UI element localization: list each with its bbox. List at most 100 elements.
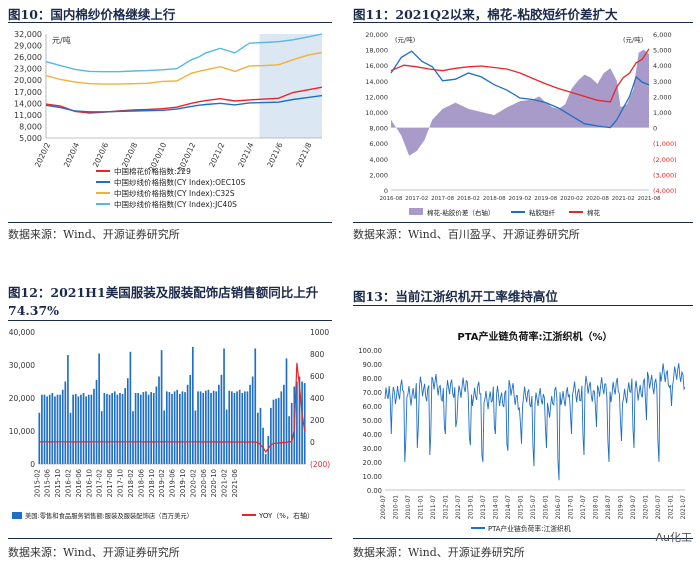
fig12-bar (277, 398, 280, 464)
fig12-bar (194, 410, 197, 464)
fig12-bar (259, 407, 262, 464)
fig12-bar (64, 381, 67, 464)
fig13-title-rule (353, 305, 693, 306)
fig11-xtick-label: 2020-08 (586, 196, 609, 202)
fig12-legend-label-bars: 美国:零售和食品服务销售额:服装及服装配饰店（百万美元） (25, 511, 193, 520)
fig12-bar (93, 388, 95, 464)
fig13-xtick-label: 2015-07 (531, 495, 537, 520)
fig13-xtick-label: 2014-01 (494, 495, 500, 520)
fig12-bar (231, 391, 233, 464)
fig12-bar (87, 394, 90, 464)
fig11-title: 图11：2021Q2以来，棉花-粘胶短纤价差扩大 (353, 7, 618, 22)
fig11-ytick-left: 14,000 (365, 78, 388, 86)
fig12-bar (46, 396, 48, 464)
fig12-bar (181, 391, 184, 464)
fig12-xtick-label: 2019-10 (179, 469, 187, 497)
fig12-bar (80, 394, 82, 464)
fig12-bottom-rule (8, 538, 332, 539)
fig12-bar (111, 393, 113, 464)
fig13-xtick-label: 2015-01 (519, 495, 525, 520)
fig12-ytick-right: 200 (310, 416, 325, 425)
fig10-ytick-label: 11,000 (14, 111, 42, 120)
fig12-bar (290, 402, 293, 464)
fig12-bar (298, 376, 301, 464)
fig12-ytick-right: 400 (310, 394, 325, 403)
fig11-bottom-rule (353, 222, 693, 223)
fig12-ytick-right: (200) (310, 460, 330, 469)
fig12-bar (72, 394, 74, 464)
fig11-ytick-right: (3,000) (653, 171, 677, 179)
fig12-bar (163, 410, 166, 464)
fig12-ytick-left: 10,000 (9, 427, 35, 436)
fig12-bar (283, 384, 285, 464)
fig12-bar (155, 386, 158, 464)
fig12-bar (165, 391, 168, 464)
fig11-ytick-right: 4,000 (653, 62, 672, 70)
fig13-xtick-label: 2019-01 (619, 495, 625, 520)
fig12-bar (108, 394, 111, 464)
fig13-ytick-label: 50.00 (363, 417, 382, 425)
fig10-ytick-label: 26,000 (14, 53, 42, 62)
fig10-source: 数据来源：Wind、开源证券研究所 (8, 228, 180, 241)
fig12-bar (124, 388, 126, 464)
fig12-xtick-label: 2019-02 (158, 469, 166, 497)
fig12-bar (56, 394, 59, 464)
fig13-title: 图13：当前江浙织机开工率维持高位 (353, 289, 558, 304)
fig12-xtick-label: 2021-06 (231, 469, 239, 497)
fig12-bar (228, 390, 231, 464)
fig11-left-unit: (元/吨) (395, 35, 415, 44)
fig12-bar (116, 394, 119, 464)
fig12-bar (132, 411, 134, 464)
fig11-ytick-left: 10,000 (365, 109, 388, 117)
fig13-xtick-label: 2014-07 (506, 495, 512, 520)
fig12-bar (106, 394, 108, 464)
fig12-bar (199, 391, 202, 464)
fig13-xtick-label: 2009-07 (381, 495, 387, 520)
fig12-bar (251, 376, 254, 464)
fig13-ytick-label: 60.00 (363, 403, 382, 411)
fig12-bar (173, 391, 176, 464)
fig12-xtick-label: 2019-06 (169, 469, 177, 497)
fig11-title-rule (353, 22, 693, 23)
fig10-title: 图10：国内棉纱价格继续上行 (8, 7, 176, 22)
fig12-bar (126, 378, 129, 464)
fig12-source: 数据来源：Wind、开源证券研究所 (8, 546, 180, 559)
fig13-xtick-label: 2010-07 (406, 495, 412, 520)
fig11-ytick-left: 18,000 (365, 47, 388, 55)
fig13-xtick-label: 2013-07 (481, 495, 487, 520)
fig12-ytick-left: 20,000 (9, 394, 35, 403)
fig11-xtick-label: 2021-08 (638, 196, 661, 202)
fig13-xtick-label: 2017-01 (569, 495, 575, 520)
fig11-legend-label-1: 粘胶短纤 (529, 208, 556, 217)
fig12-ytick-right: 800 (310, 350, 325, 359)
fig10-legend-label-0: 中国棉花价格指数:229 (114, 166, 191, 176)
fig11-xtick-label: 2019-08 (534, 196, 557, 202)
fig13-xtick-label: 2020-07 (656, 495, 662, 520)
fig12-xtick-label: 2015-10 (54, 469, 62, 497)
fig13-xtick-label: 2013-01 (469, 495, 475, 520)
fig12-bar (90, 394, 93, 464)
fig10-chart: 32,000 29,000 26,000 23,000 20,000 17,000 14,0… (14, 30, 323, 209)
fig12-ytick-left: 30,000 (9, 361, 35, 370)
fig12-bar (69, 412, 72, 464)
fig12-xtick-label: 2016-02 (65, 469, 73, 497)
fig12-bar (54, 396, 56, 464)
fig12-bar (218, 384, 220, 464)
fig12-bar (121, 394, 124, 464)
fig10-series-line-0 (45, 86, 323, 114)
fig12-bar (100, 411, 103, 464)
fig12-bar (275, 398, 277, 464)
fig13-chart-title: PTA产业链负荷率:江浙织机（%） (457, 330, 612, 343)
fig12-xtick-label: 2018-10 (148, 469, 156, 497)
fig12-bar (74, 394, 77, 464)
fig13-xtick-label: 2020-01 (644, 495, 650, 520)
fig12-bar (236, 391, 238, 464)
fig12-bar (95, 379, 98, 464)
fig11-xtick-label: 2016-08 (380, 196, 403, 202)
fig11-ytick-right: 2,000 (653, 93, 672, 101)
fig11-legend-label-0: 棉花-粘胶价差（右轴） (427, 208, 494, 217)
fig12-bar (254, 348, 257, 464)
fig10-xtick-label: 2021/6 (265, 141, 284, 169)
fig12-xtick-label: 2016-10 (85, 469, 93, 497)
fig11-ytick-left: 4,000 (369, 156, 388, 164)
